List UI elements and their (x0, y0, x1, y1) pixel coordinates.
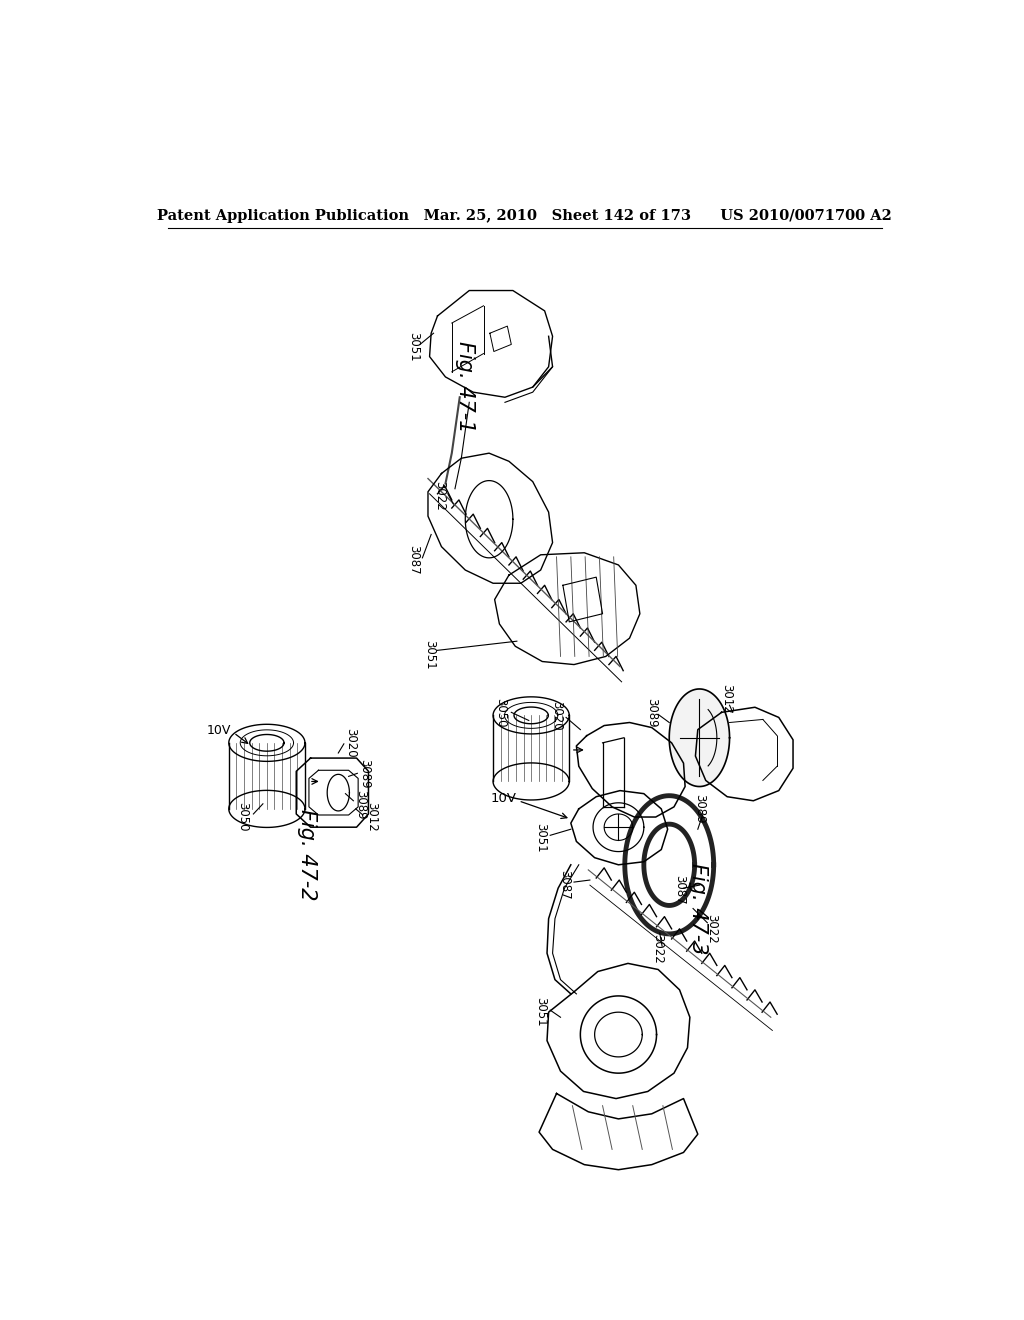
Text: 3051: 3051 (408, 331, 420, 362)
Text: 3022: 3022 (651, 935, 665, 964)
Text: Fig. 47-3: Fig. 47-3 (688, 863, 708, 954)
Text: 3051: 3051 (535, 998, 547, 1027)
Text: 3022: 3022 (705, 913, 718, 944)
Text: 3051: 3051 (535, 822, 547, 853)
Polygon shape (644, 824, 694, 906)
Text: 3022: 3022 (433, 480, 446, 511)
Text: 3087: 3087 (408, 545, 420, 574)
Text: 10V: 10V (490, 792, 517, 805)
Text: 3089: 3089 (358, 759, 371, 788)
Text: 10V: 10V (207, 725, 231, 737)
Text: 3051: 3051 (423, 640, 436, 669)
Text: 3087: 3087 (673, 875, 686, 906)
Text: 3087: 3087 (558, 870, 571, 900)
Text: Patent Application Publication Mar. 25, 2010 Sheet 142 of 173  US 2010/0071700 A: Patent Application Publication Mar. 25, … (158, 210, 892, 223)
Text: 3050: 3050 (237, 803, 250, 832)
Text: 3020: 3020 (344, 729, 356, 758)
Text: Fig. 47-1: Fig. 47-1 (456, 342, 475, 433)
Text: 3089: 3089 (354, 789, 367, 820)
Text: Fig. 47-2: Fig. 47-2 (297, 809, 316, 900)
Text: 3089: 3089 (693, 795, 706, 824)
Text: 3020: 3020 (550, 701, 563, 730)
Text: 3089: 3089 (645, 697, 658, 727)
Text: 3012: 3012 (366, 803, 378, 832)
Text: 3012: 3012 (721, 684, 733, 714)
Polygon shape (670, 689, 729, 787)
Text: 3050: 3050 (495, 697, 508, 727)
